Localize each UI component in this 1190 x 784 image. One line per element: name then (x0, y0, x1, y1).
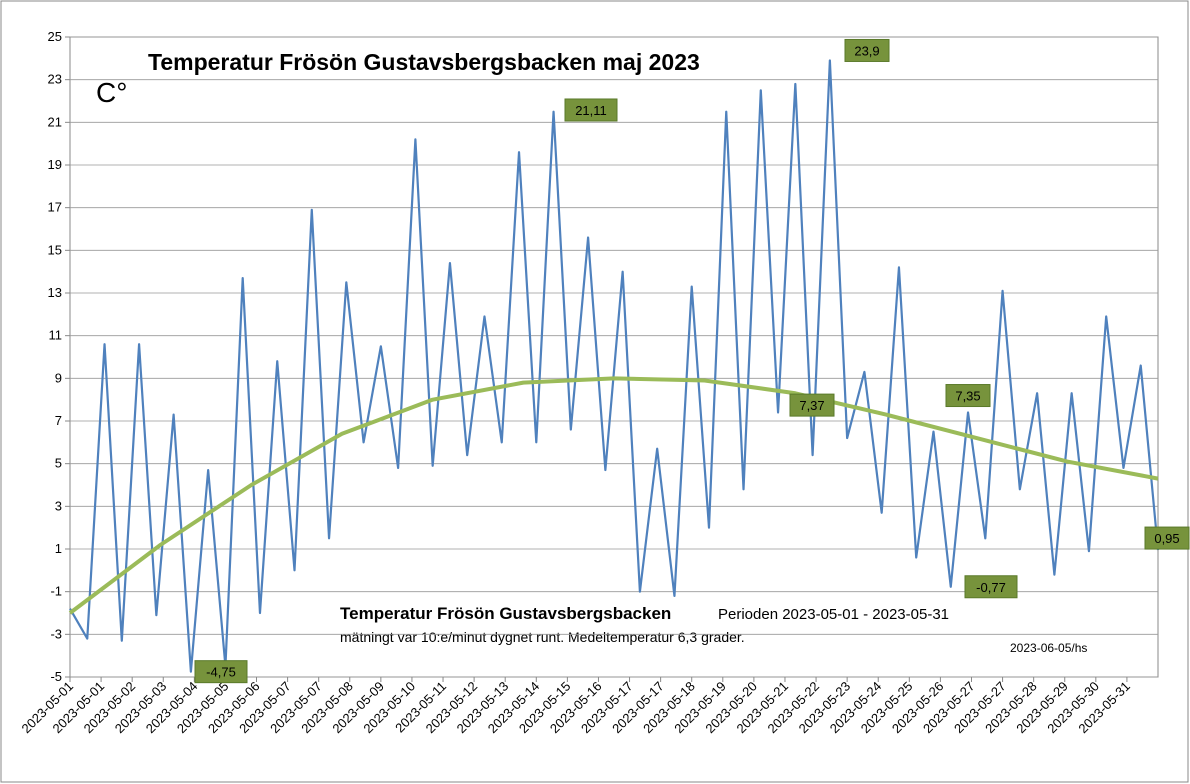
y-tick-label: 15 (48, 242, 62, 257)
annotation-box (844, 38, 890, 62)
annotation-label: 23,9 (854, 43, 879, 58)
annotation-box (964, 575, 1018, 599)
annotation-label: -4,75 (206, 665, 236, 680)
annotation-label: 7,35 (955, 389, 980, 404)
note-period: Perioden 2023-05-01 - 2023-05-31 (718, 606, 949, 623)
y-tick-label: 25 (48, 29, 62, 44)
y-tick-label: 5 (55, 456, 62, 471)
y-unit: C° (96, 77, 127, 108)
y-tick-label: 3 (55, 498, 62, 513)
temperature-line (69, 59, 1160, 673)
annotation-box (564, 98, 618, 122)
y-tick-label: 21 (48, 114, 62, 129)
annotation-label: -0,77 (976, 580, 1006, 595)
annotation-label: 7,37 (799, 398, 824, 413)
y-tick-label: -3 (50, 626, 62, 641)
y-tick-label: 19 (48, 157, 62, 172)
trend-line (68, 376, 1159, 615)
annotation-box (1144, 526, 1190, 550)
annotation-box (945, 384, 991, 408)
y-tick-label: 9 (55, 370, 62, 385)
y-tick-label: 23 (48, 72, 62, 87)
annotation-box (194, 660, 248, 684)
y-tick-label: 13 (48, 285, 62, 300)
y-tick-label: 1 (55, 541, 62, 556)
note-sign: 2023-06-05/hs (1010, 641, 1087, 655)
chart-title: Temperatur Frösön Gustavsbergsbacken maj… (148, 49, 700, 75)
annotation-label: 21,11 (575, 103, 607, 118)
y-tick-label: -5 (50, 669, 62, 684)
y-tick-label: 7 (55, 413, 62, 428)
y-tick-label: 17 (48, 200, 62, 215)
note-title: Temperatur Frösön Gustavsbergsbacken (340, 604, 671, 623)
annotation-label: 0,95 (1154, 531, 1179, 546)
annotation-box (789, 393, 835, 417)
y-tick-label: -1 (50, 584, 62, 599)
note-text: mätningt var 10:e/minut dygnet runt. Med… (340, 629, 745, 645)
y-tick-label: 11 (49, 328, 63, 343)
